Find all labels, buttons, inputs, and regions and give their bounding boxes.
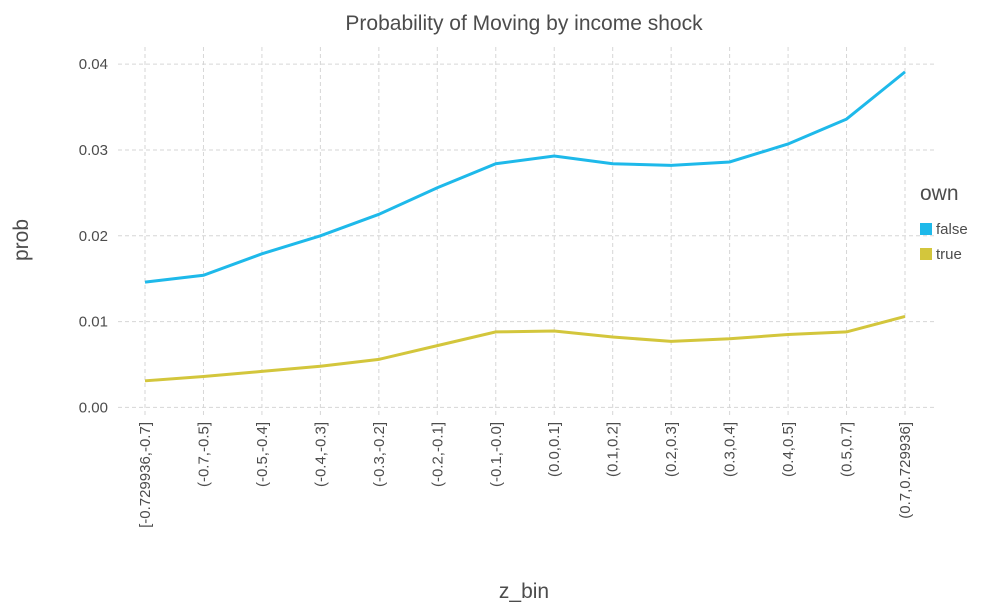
x-tick-label: (-0.3,-0.2]: [371, 422, 388, 487]
legend-label: true: [936, 246, 962, 263]
x-tick-label: (-0.5,-0.4]: [254, 422, 271, 487]
x-tick-label: (0.7,0.729936]: [897, 422, 914, 519]
y-tick-label: 0.00: [79, 399, 108, 416]
x-tick-label: (0.5,0.7]: [839, 422, 856, 477]
series-line: [144, 70, 906, 284]
y-tick-label: 0.01: [79, 314, 108, 331]
x-tick-label: (-0.7,-0.5]: [195, 422, 212, 487]
legend-swatch: [920, 223, 932, 235]
legend-title: own: [920, 182, 959, 205]
series-line: [144, 315, 906, 383]
x-tick-label: (-0.2,-0.1]: [429, 422, 446, 487]
legend-label: false: [936, 221, 968, 238]
x-tick-label: (0.2,0.3]: [663, 422, 680, 477]
x-tick-label: (0.3,0.4]: [722, 422, 739, 477]
y-axis-label: prob: [10, 219, 33, 261]
x-tick-label: (0.0,0.1]: [546, 422, 563, 477]
x-tick-label: (0.4,0.5]: [780, 422, 797, 477]
chart-title: Probability of Moving by income shock: [345, 12, 703, 35]
x-tick-label: [-0.729936,-0.7]: [137, 422, 154, 528]
x-tick-label: (0.1,0.2]: [605, 422, 622, 477]
x-tick-label: (-0.4,-0.3]: [312, 422, 329, 487]
y-tick-label: 0.02: [79, 228, 108, 245]
x-axis-label: z_bin: [499, 580, 549, 603]
legend-swatch: [920, 248, 932, 260]
x-tick-label: (-0.1,-0.0]: [488, 422, 505, 487]
y-tick-label: 0.04: [79, 56, 108, 73]
y-tick-label: 0.03: [79, 142, 108, 159]
